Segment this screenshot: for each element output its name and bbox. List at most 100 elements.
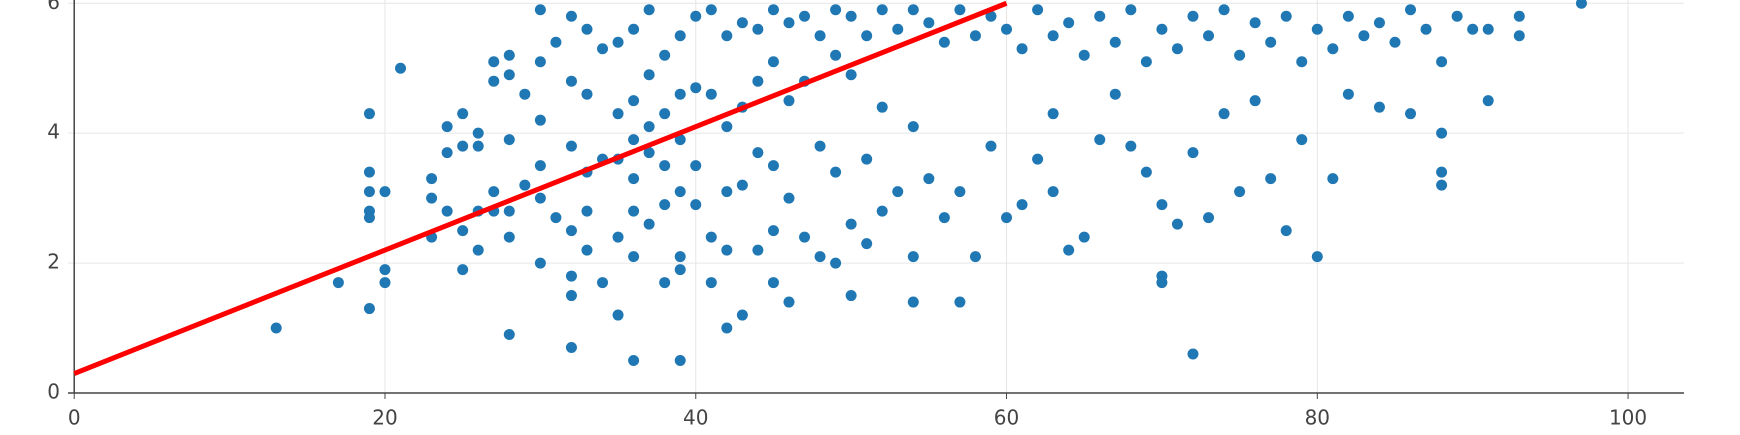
point bbox=[1296, 134, 1308, 146]
point bbox=[363, 212, 375, 224]
point bbox=[1280, 10, 1292, 22]
point bbox=[1234, 49, 1246, 61]
point bbox=[363, 186, 375, 198]
point bbox=[565, 342, 577, 354]
point bbox=[736, 17, 748, 29]
point bbox=[954, 4, 966, 16]
point bbox=[581, 205, 593, 217]
point bbox=[1078, 49, 1090, 61]
point bbox=[565, 140, 577, 152]
point bbox=[1109, 36, 1121, 48]
point bbox=[783, 296, 795, 308]
point bbox=[1156, 23, 1168, 35]
x-tick-label: 0 bbox=[68, 406, 81, 430]
point bbox=[985, 10, 997, 22]
point bbox=[690, 199, 702, 211]
point bbox=[814, 30, 826, 42]
point bbox=[752, 244, 764, 256]
point bbox=[643, 147, 655, 159]
point bbox=[363, 303, 375, 315]
point bbox=[907, 121, 919, 133]
point bbox=[907, 251, 919, 263]
point bbox=[488, 75, 500, 87]
point bbox=[581, 23, 593, 35]
point bbox=[1513, 10, 1525, 22]
point bbox=[1203, 212, 1215, 224]
y-tick-label: 0 bbox=[47, 380, 60, 404]
point bbox=[1187, 348, 1199, 360]
point bbox=[534, 192, 546, 204]
point bbox=[736, 309, 748, 321]
point bbox=[488, 186, 500, 198]
point bbox=[612, 108, 624, 120]
point bbox=[1358, 30, 1370, 42]
point bbox=[1436, 166, 1448, 178]
point bbox=[814, 251, 826, 263]
point bbox=[597, 277, 609, 289]
point bbox=[1420, 23, 1432, 35]
point bbox=[767, 160, 779, 172]
point bbox=[938, 212, 950, 224]
point bbox=[1187, 10, 1199, 22]
point bbox=[876, 205, 888, 217]
point bbox=[1373, 101, 1385, 113]
point bbox=[1436, 127, 1448, 139]
point bbox=[1140, 56, 1152, 68]
point bbox=[1451, 10, 1463, 22]
point bbox=[612, 36, 624, 48]
point bbox=[472, 140, 484, 152]
point bbox=[1203, 30, 1215, 42]
point bbox=[1249, 17, 1261, 29]
point bbox=[1327, 173, 1339, 185]
point bbox=[1109, 88, 1121, 100]
point bbox=[612, 231, 624, 243]
x-tick-label: 20 bbox=[372, 406, 397, 430]
point bbox=[783, 192, 795, 204]
point bbox=[1218, 108, 1230, 120]
point bbox=[1311, 23, 1323, 35]
point bbox=[1032, 153, 1044, 165]
point bbox=[379, 264, 391, 276]
point bbox=[612, 309, 624, 321]
point bbox=[1094, 10, 1106, 22]
point bbox=[628, 95, 640, 107]
point bbox=[845, 218, 857, 230]
point bbox=[1342, 88, 1354, 100]
point bbox=[907, 296, 919, 308]
point bbox=[1575, 0, 1587, 9]
point bbox=[565, 290, 577, 302]
point bbox=[363, 166, 375, 178]
point bbox=[845, 10, 857, 22]
point bbox=[907, 4, 919, 16]
point bbox=[674, 264, 686, 276]
point bbox=[954, 186, 966, 198]
point bbox=[1063, 17, 1075, 29]
point bbox=[752, 147, 764, 159]
point bbox=[892, 23, 904, 35]
point bbox=[690, 82, 702, 94]
point bbox=[876, 101, 888, 113]
point bbox=[379, 186, 391, 198]
point bbox=[534, 160, 546, 172]
point bbox=[799, 231, 811, 243]
point bbox=[1405, 108, 1417, 120]
point bbox=[752, 75, 764, 87]
point bbox=[628, 355, 640, 367]
point bbox=[1078, 231, 1090, 243]
point bbox=[1063, 244, 1075, 256]
point bbox=[457, 264, 469, 276]
point bbox=[503, 69, 515, 81]
point bbox=[674, 251, 686, 263]
point bbox=[814, 140, 826, 152]
point bbox=[1047, 186, 1059, 198]
point bbox=[1373, 17, 1385, 29]
plot-area bbox=[73, 0, 1587, 376]
point bbox=[674, 88, 686, 100]
point bbox=[534, 56, 546, 68]
point bbox=[565, 10, 577, 22]
point bbox=[503, 205, 515, 217]
point bbox=[441, 205, 453, 217]
x-tick-label: 40 bbox=[683, 406, 708, 430]
point bbox=[783, 17, 795, 29]
point bbox=[1311, 251, 1323, 263]
